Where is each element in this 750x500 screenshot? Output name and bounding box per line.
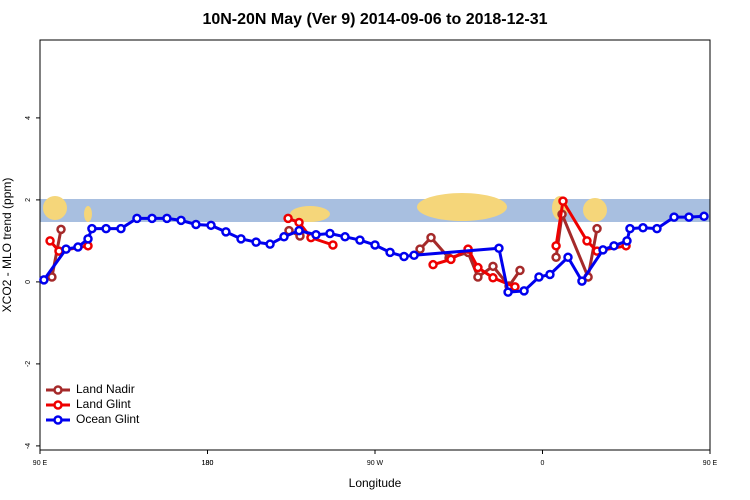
data-point [251,237,261,247]
data-point [236,234,246,244]
data-point [101,223,111,234]
data-point [221,227,231,237]
data-point [638,223,648,233]
y-tick-label: 0 [25,280,32,284]
data-point [415,244,425,254]
data-point [409,250,419,260]
data-point [325,228,335,239]
legend-marker [53,415,63,425]
x-axis-label: Longitude [349,476,402,490]
x-tick-label: 180 [202,460,214,467]
data-point [510,282,520,292]
data-point [652,223,662,234]
data-point [494,243,504,254]
data-point [283,213,293,224]
data-point [519,286,529,296]
data-point [534,272,544,282]
x-tick-label: 90 W [367,460,384,467]
data-point [515,265,525,276]
legend-label: Ocean Glint [76,412,140,426]
legend-label: Land Nadir [76,382,135,396]
data-point [279,232,289,242]
data-point [265,239,275,249]
data-point [47,272,57,282]
y-axis-label: XCO2 - MLO trend (ppm) [0,178,14,313]
legend-marker [53,400,63,410]
data-point [669,212,679,222]
data-point [132,213,142,224]
data-point [488,273,498,283]
x-tick-label: 90 E [33,460,48,467]
x-tick-label: 180 [202,460,214,467]
series-line [42,214,705,294]
data-point [473,272,483,282]
data-point [446,254,456,265]
data-point [473,262,483,273]
legend-marker [53,385,63,395]
data-point [162,213,172,224]
data-point [625,223,635,234]
x-tick-label: 0 [541,460,545,467]
data-point [582,236,592,246]
data-point [311,230,321,240]
x-tick-label: 90 E [703,460,718,467]
data-point [563,252,573,263]
data-point [426,232,436,243]
series-line [50,208,599,289]
chart-title: 10N-20N May (Ver 9) 2014-09-06 to 2018-1… [202,11,547,28]
data-point [399,251,409,262]
data-point [551,241,561,251]
data-point [45,236,55,246]
data-point [370,240,380,250]
data-point [609,241,619,251]
data-point [61,244,71,254]
data-point [684,212,694,222]
data-point [328,240,338,250]
data-point [699,211,709,222]
data-point [73,242,83,252]
data-point [598,245,608,255]
data-point [147,213,157,224]
y-tick-label: -4 [25,443,32,449]
data-point [551,252,561,263]
data-point [39,275,49,285]
data-point [56,224,66,235]
data-point [294,217,304,228]
data-point [191,219,201,230]
y-tick-label: 4 [25,116,32,120]
legend-label: Land Glint [76,397,131,411]
data-point [206,220,216,231]
data-point [385,247,395,258]
y-tick-label: 2 [25,198,32,202]
data-point [83,234,93,244]
data-point [116,223,126,234]
data-point [577,276,587,286]
y-tick-label: -2 [25,361,32,367]
data-point [294,225,304,236]
data-point [428,259,438,270]
map-strip [40,193,710,222]
data-point [340,232,350,242]
data-point [176,215,186,226]
data-point [488,261,498,272]
data-point [622,236,632,246]
data-point [592,223,602,234]
data-point [558,196,568,206]
data-point [87,223,97,234]
data-point [545,269,555,280]
data-point [355,235,365,245]
data-point [503,287,513,297]
